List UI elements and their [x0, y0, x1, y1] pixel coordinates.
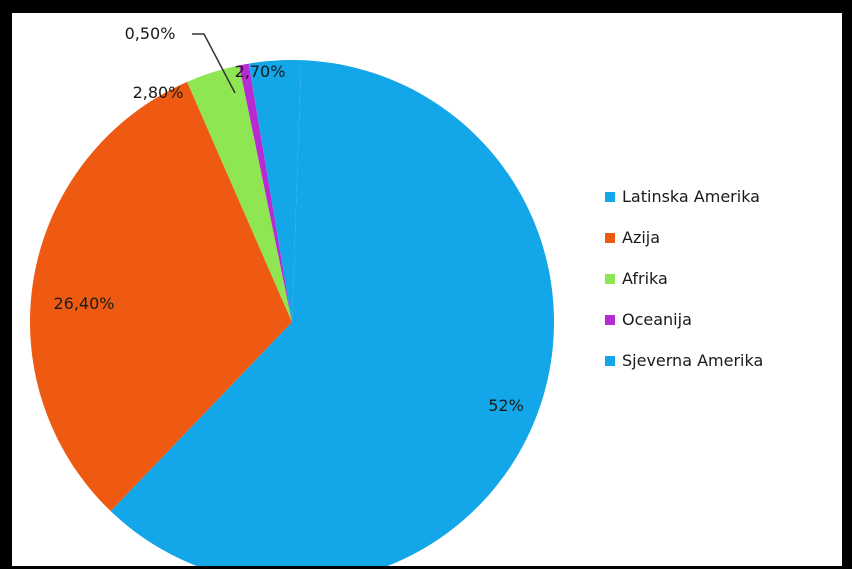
legend-label-sjeverna-amerika: Sjeverna Amerika [622, 351, 763, 370]
pie-slices [30, 60, 554, 566]
legend-swatch-sjeverna-amerika [605, 356, 615, 366]
legend-label-afrika: Afrika [622, 269, 668, 288]
legend-swatch-latinska-amerika [605, 192, 615, 202]
legend-swatch-oceanija [605, 315, 615, 325]
value-label-oceanija: 0,50% [125, 24, 176, 43]
pie-chart: 52% 26,40% 2,80% 0,50% 2,70% Latinska Amerik… [12, 13, 842, 566]
value-label-latinska-amerika: 52% [488, 396, 524, 415]
value-label-sjeverna-amerika: 2,70% [235, 62, 286, 81]
legend-swatch-afrika [605, 274, 615, 284]
value-label-afrika: 2,80% [133, 83, 184, 102]
legend-label-azija: Azija [622, 228, 660, 247]
value-label-azija: 26,40% [53, 294, 114, 313]
legend-label-oceanija: Oceanija [622, 310, 692, 329]
legend-swatch-azija [605, 233, 615, 243]
legend-label-latinska-amerika: Latinska Amerika [622, 187, 760, 206]
legend: Latinska Amerika Azija Afrika Oceanija Sjeve… [605, 187, 763, 370]
